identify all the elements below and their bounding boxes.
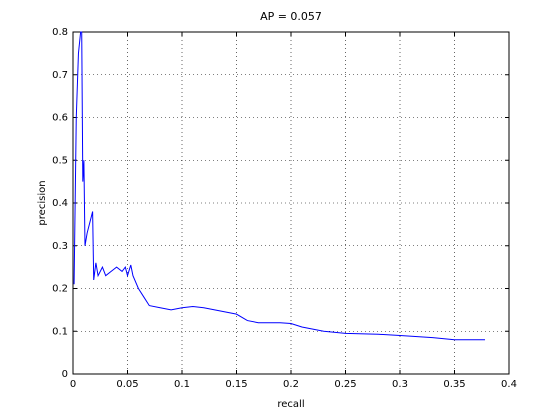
x-tick-label: 0.25 bbox=[334, 379, 356, 390]
y-tick-label: 0.3 bbox=[52, 241, 68, 252]
x-tick-label: 0.1 bbox=[174, 379, 190, 390]
y-tick-label: 0 bbox=[62, 369, 68, 380]
plot-area bbox=[73, 32, 509, 374]
x-tick-label: 0.15 bbox=[225, 379, 247, 390]
pr-curve bbox=[73, 31, 486, 341]
axes-box bbox=[72, 31, 510, 375]
chart-title: AP = 0.057 bbox=[260, 10, 322, 23]
y-tick-label: 0.5 bbox=[52, 155, 68, 166]
x-tick-label: 0.05 bbox=[116, 379, 138, 390]
x-axis-label: recall bbox=[277, 399, 304, 410]
y-axis-label: precision bbox=[37, 180, 48, 225]
y-tick-label: 0.4 bbox=[52, 198, 68, 209]
x-tick-label: 0.4 bbox=[501, 379, 517, 390]
y-tick-label: 0.7 bbox=[52, 70, 68, 81]
y-tick-label: 0.8 bbox=[52, 27, 68, 38]
x-tick-label: 0.2 bbox=[283, 379, 299, 390]
y-tick-label: 0.2 bbox=[52, 284, 68, 295]
x-tick-label: 0.35 bbox=[443, 379, 465, 390]
y-tick-label: 0.1 bbox=[52, 326, 68, 337]
x-tick-label: 0.3 bbox=[392, 379, 408, 390]
x-tick-label: 0 bbox=[70, 379, 76, 390]
y-tick-label: 0.6 bbox=[52, 113, 68, 124]
